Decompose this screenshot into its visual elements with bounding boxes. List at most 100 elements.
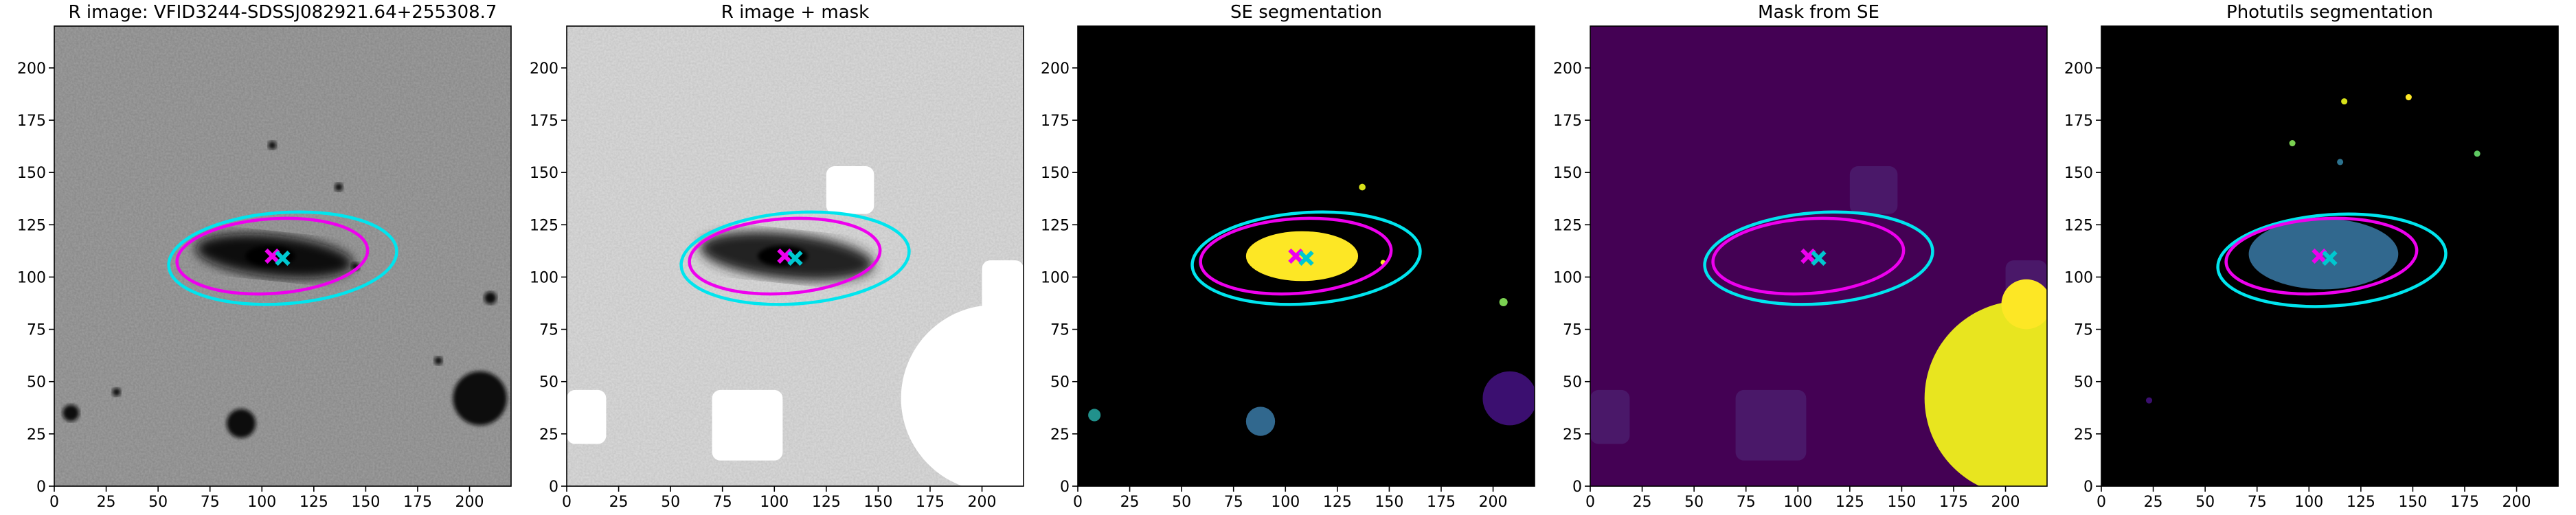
- y-tick-label: 175: [17, 113, 46, 130]
- y-tick-label: 0: [1060, 479, 1070, 496]
- panel: 0 25 50 75 100 125 150 175 200 0 25 50 75 100 125 150 17…: [1553, 2, 2048, 511]
- mask-region: [1924, 301, 2047, 486]
- y-tick-label: 0: [36, 479, 46, 496]
- ellipse-overlay: [175, 216, 370, 296]
- y-tick-label: 175: [530, 113, 558, 130]
- ellipse-overlay: [688, 216, 882, 296]
- y-tick-label: 125: [1041, 217, 1070, 234]
- y-tick-label: 50: [1563, 374, 1582, 391]
- panel-title: R image: VFID3244-SDSSJ082921.64+255308.…: [69, 2, 497, 23]
- x-marker: [2312, 248, 2327, 264]
- x-tick-label: 200: [455, 494, 484, 511]
- star: [112, 387, 121, 396]
- y-tick-label: 75: [539, 322, 558, 339]
- segment: [1482, 371, 1535, 426]
- x-tick-label: 50: [1172, 494, 1191, 511]
- y-tick-label: 100: [2064, 269, 2093, 286]
- y-tick-label: 100: [1553, 269, 1582, 286]
- x-marker: [777, 248, 793, 264]
- y-tick-label: 125: [17, 217, 46, 234]
- x-marker: [787, 250, 803, 266]
- x-tick-label: 125: [812, 494, 841, 511]
- mask-region: [567, 389, 607, 444]
- x-marker: [1811, 250, 1827, 266]
- ellipse-overlay: [167, 210, 398, 306]
- mask-region: [712, 389, 783, 461]
- mask-region: [826, 166, 874, 214]
- x-tick-label: 100: [2294, 494, 2323, 511]
- y-tick-label: 75: [2074, 322, 2093, 339]
- y-tick-label: 50: [2074, 374, 2093, 391]
- x-tick-label: 150: [863, 494, 892, 511]
- y-tick-label: 25: [1563, 426, 1582, 444]
- x-tick-label: 175: [1427, 494, 1456, 511]
- segment: [2337, 159, 2344, 165]
- star: [226, 409, 256, 438]
- x-tick-label: 100: [1271, 494, 1300, 511]
- x-tick-label: 50: [2195, 494, 2215, 511]
- mask-region: [1590, 389, 1630, 444]
- y-tick-label: 75: [27, 322, 46, 339]
- y-tick-label: 200: [1041, 60, 1070, 78]
- x-marker: [275, 250, 291, 266]
- y-tick-label: 50: [1050, 374, 1070, 391]
- x-tick-label: 125: [2347, 494, 2375, 511]
- x-tick-label: 0: [2097, 494, 2106, 511]
- x-tick-label: 50: [661, 494, 680, 511]
- x-tick-label: 150: [1887, 494, 1916, 511]
- y-tick-label: 25: [1050, 426, 1070, 444]
- axes-frame: [2101, 25, 2559, 487]
- y-tick-label: 50: [539, 374, 558, 391]
- x-marker: [1288, 248, 1304, 264]
- axes-frame: [54, 25, 512, 487]
- y-tick-label: 0: [1572, 479, 1582, 496]
- segment: [1088, 409, 1101, 422]
- image: [54, 26, 511, 486]
- star: [335, 183, 343, 192]
- axes-frame: [1077, 25, 1535, 487]
- y-tick-label: 150: [17, 165, 46, 182]
- x-tick-label: 175: [1939, 494, 1968, 511]
- mask-region: [2001, 279, 2047, 330]
- image: [2101, 26, 2558, 486]
- segment: [1359, 183, 1366, 191]
- panel-title: SE segmentation: [1230, 2, 1382, 23]
- x-marker: [2322, 250, 2338, 266]
- x-tick-label: 100: [247, 494, 276, 511]
- y-tick-label: 125: [2064, 217, 2093, 234]
- y-tick-label: 100: [1041, 269, 1070, 286]
- ellipse-overlay: [1199, 216, 1393, 296]
- segment: [1499, 297, 1508, 307]
- y-tick-label: 200: [530, 60, 558, 78]
- x-tick-label: 25: [609, 494, 629, 511]
- segment: [2341, 98, 2348, 105]
- x-tick-label: 200: [2502, 494, 2531, 511]
- x-tick-label: 125: [1835, 494, 1864, 511]
- x-tick-label: 75: [2248, 494, 2267, 511]
- y-tick-label: 125: [1553, 217, 1582, 234]
- star: [484, 291, 497, 304]
- y-tick-label: 200: [1553, 60, 1582, 78]
- segment: [2145, 397, 2153, 404]
- y-tick-label: 75: [1050, 322, 1070, 339]
- y-tick-label: 200: [17, 60, 46, 78]
- x-marker: [264, 248, 280, 264]
- star: [63, 404, 80, 422]
- x-tick-label: 75: [1737, 494, 1756, 511]
- star: [453, 371, 507, 426]
- x-tick-label: 100: [1783, 494, 1812, 511]
- x-tick-label: 25: [2144, 494, 2163, 511]
- x-tick-label: 200: [1991, 494, 2020, 511]
- x-tick-label: 75: [201, 494, 220, 511]
- mask-region: [1735, 389, 1807, 461]
- image: [1078, 26, 1535, 486]
- y-tick-label: 175: [1553, 113, 1582, 130]
- y-tick-label: 175: [2064, 113, 2093, 130]
- x-marker: [1298, 250, 1314, 266]
- segment: [2405, 94, 2412, 101]
- y-tick-label: 25: [27, 426, 46, 444]
- ellipse-overlay: [1711, 216, 1906, 296]
- y-tick-label: 25: [539, 426, 558, 444]
- y-tick-label: 150: [2064, 165, 2093, 182]
